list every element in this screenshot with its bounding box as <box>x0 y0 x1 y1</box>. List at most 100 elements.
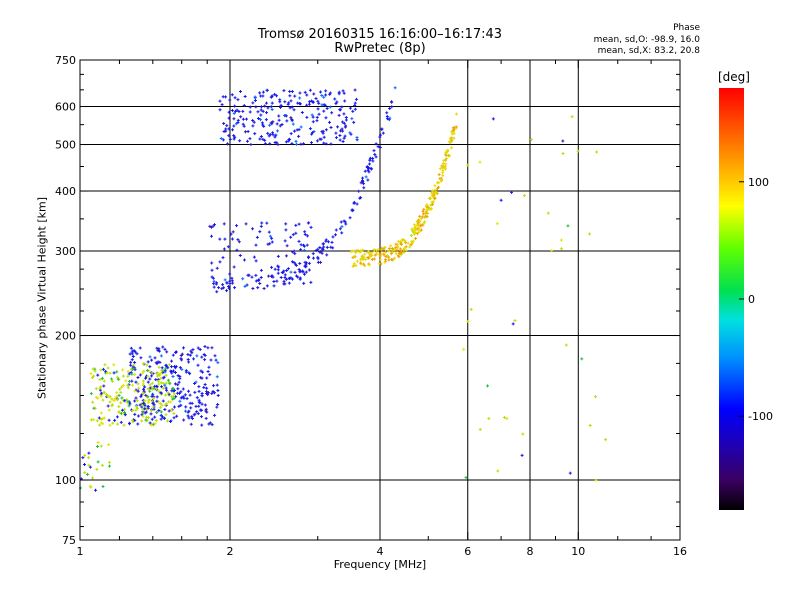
data-point <box>334 136 338 140</box>
data-point <box>237 240 241 244</box>
data-point <box>329 126 333 130</box>
data-point <box>315 119 319 123</box>
data-point <box>233 96 237 100</box>
data-point <box>306 221 310 225</box>
data-point <box>416 221 420 225</box>
data-point <box>361 248 365 252</box>
data-point <box>394 242 398 246</box>
data-point <box>422 212 426 216</box>
data-point <box>153 422 157 426</box>
data-point <box>303 264 307 268</box>
data-point <box>292 108 296 112</box>
data-point <box>127 372 131 376</box>
data-point <box>259 108 263 112</box>
data-point <box>137 386 141 390</box>
data-point <box>135 352 139 356</box>
data-point <box>131 409 135 413</box>
data-point <box>195 410 199 414</box>
data-point <box>148 355 152 359</box>
data-point <box>395 248 399 252</box>
data-point <box>283 114 287 118</box>
data-point <box>110 404 114 408</box>
data-point <box>154 384 158 388</box>
data-point <box>264 118 268 122</box>
data-point <box>164 413 168 417</box>
data-point <box>204 409 208 413</box>
data-point <box>123 399 127 403</box>
colorbar-tick-label: -100 <box>748 410 773 423</box>
data-point <box>143 385 147 389</box>
data-point <box>328 120 332 124</box>
data-point <box>319 90 323 94</box>
data-point <box>215 266 219 270</box>
data-point <box>322 135 326 139</box>
data-point <box>362 262 366 266</box>
data-point <box>113 397 117 401</box>
data-point <box>307 268 311 272</box>
data-point <box>216 403 220 407</box>
data-point <box>195 354 199 358</box>
data-point <box>135 399 139 403</box>
data-point <box>226 245 230 249</box>
data-point <box>99 421 103 425</box>
data-point <box>157 409 161 413</box>
data-point <box>245 117 249 121</box>
data-point <box>329 142 333 146</box>
data-point <box>160 403 164 407</box>
data-point <box>359 196 363 200</box>
data-point <box>294 223 298 227</box>
data-point <box>258 230 262 234</box>
data-point <box>454 125 458 129</box>
data-point <box>110 377 114 381</box>
data-point <box>106 404 110 408</box>
data-point <box>370 251 374 255</box>
data-point <box>311 120 315 124</box>
data-point <box>305 93 309 97</box>
data-point <box>141 362 145 366</box>
data-point <box>350 117 354 121</box>
data-point <box>433 188 437 192</box>
data-point <box>286 267 290 271</box>
data-point <box>328 92 332 96</box>
data-point <box>141 414 145 418</box>
data-point <box>245 139 249 143</box>
data-point <box>133 399 137 403</box>
data-point <box>373 248 377 252</box>
data-point <box>130 352 134 356</box>
phase-stats-title: Phase <box>673 23 700 33</box>
data-point <box>184 369 188 373</box>
data-point <box>354 97 358 101</box>
data-point <box>203 382 207 386</box>
data-point <box>312 100 316 104</box>
data-point <box>112 399 116 403</box>
data-point <box>145 369 149 373</box>
data-point <box>176 374 180 378</box>
data-point <box>334 102 338 106</box>
data-point <box>452 136 456 140</box>
data-point <box>140 419 144 423</box>
data-point <box>343 134 347 138</box>
data-point <box>189 349 193 353</box>
data-point <box>106 366 110 370</box>
data-point <box>213 354 217 358</box>
data-point <box>243 94 247 98</box>
data-point <box>341 139 345 143</box>
data-point <box>338 138 342 142</box>
data-point <box>304 270 308 274</box>
data-point <box>236 118 240 122</box>
data-point <box>394 252 398 256</box>
data-point <box>206 370 210 374</box>
data-point <box>414 236 418 240</box>
data-point <box>99 417 103 421</box>
data-point <box>353 103 357 107</box>
data-point <box>388 116 392 120</box>
data-point <box>248 110 252 114</box>
data-point <box>166 391 170 395</box>
data-point <box>126 370 130 374</box>
data-point <box>169 400 173 404</box>
x-axis-label: Frequency [MHz] <box>333 558 427 571</box>
data-point <box>265 284 269 288</box>
data-point <box>419 217 423 221</box>
data-point <box>98 377 102 381</box>
data-point <box>510 190 514 194</box>
